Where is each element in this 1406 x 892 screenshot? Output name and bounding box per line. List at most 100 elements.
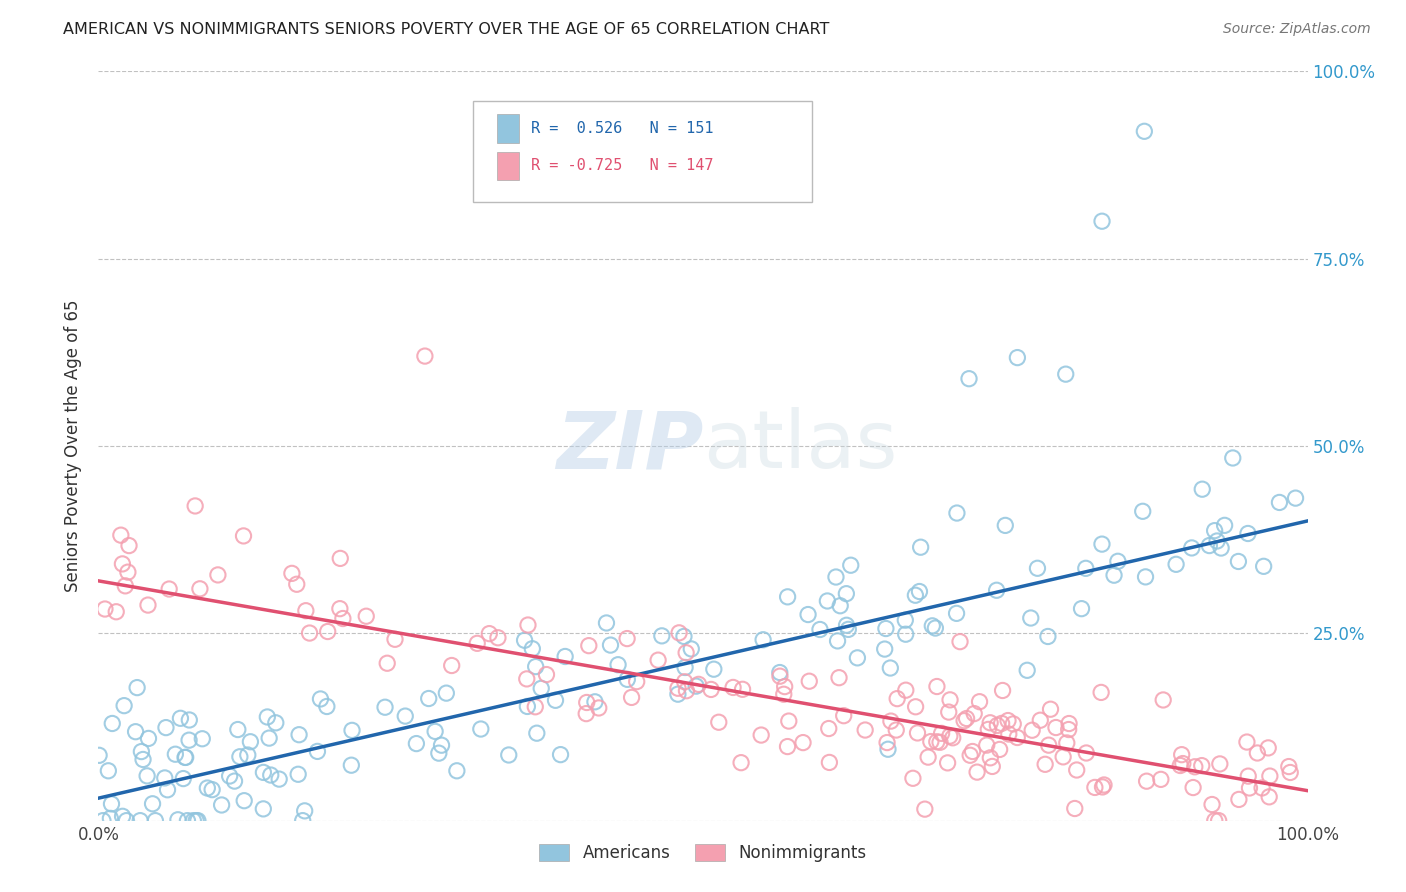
- Point: [554, 649, 576, 664]
- Point: [772, 687, 794, 701]
- Point: [1236, 735, 1258, 749]
- Point: [288, 728, 311, 742]
- Point: [1278, 759, 1301, 773]
- Point: [877, 742, 900, 756]
- Point: [981, 759, 1004, 773]
- Point: [886, 691, 908, 706]
- Point: [1132, 504, 1154, 518]
- Point: [839, 558, 862, 573]
- Point: [773, 680, 796, 694]
- Point: [808, 623, 831, 637]
- Point: [997, 727, 1019, 741]
- Point: [675, 646, 697, 660]
- Point: [966, 765, 988, 780]
- Point: [830, 599, 852, 613]
- Point: [524, 659, 547, 673]
- Point: [818, 756, 841, 770]
- Point: [907, 726, 929, 740]
- Point: [588, 701, 610, 715]
- Point: [118, 539, 141, 553]
- Point: [94, 602, 117, 616]
- Point: [1209, 756, 1232, 771]
- Point: [374, 700, 396, 714]
- Point: [1074, 561, 1097, 575]
- Point: [957, 372, 980, 386]
- Point: [136, 769, 159, 783]
- Point: [110, 528, 132, 542]
- Point: [675, 683, 697, 698]
- Point: [894, 683, 917, 698]
- Point: [778, 714, 800, 728]
- Point: [329, 601, 352, 615]
- Point: [1002, 717, 1025, 731]
- Point: [478, 626, 501, 640]
- Text: R = -0.725   N = 147: R = -0.725 N = 147: [531, 158, 714, 173]
- Point: [183, 814, 205, 828]
- Point: [233, 794, 256, 808]
- Point: [1251, 780, 1274, 795]
- Point: [721, 681, 744, 695]
- Point: [1204, 814, 1226, 828]
- Point: [901, 772, 924, 786]
- Point: [298, 626, 321, 640]
- Point: [797, 607, 820, 622]
- Point: [914, 802, 936, 816]
- Point: [145, 814, 167, 828]
- Point: [207, 568, 229, 582]
- Point: [1133, 124, 1156, 138]
- Point: [908, 584, 931, 599]
- Point: [925, 735, 948, 749]
- Point: [1191, 758, 1213, 772]
- Point: [129, 814, 152, 828]
- Point: [153, 771, 176, 785]
- Point: [100, 797, 122, 811]
- Point: [165, 747, 187, 762]
- Point: [599, 638, 621, 652]
- Point: [835, 618, 858, 632]
- Point: [1168, 758, 1191, 772]
- Point: [522, 641, 544, 656]
- Point: [188, 582, 211, 596]
- Point: [1204, 524, 1226, 538]
- Point: [626, 674, 648, 689]
- Point: [184, 499, 207, 513]
- Point: [876, 735, 898, 749]
- Point: [1057, 723, 1080, 737]
- Point: [939, 693, 962, 707]
- Point: [232, 529, 254, 543]
- Point: [470, 722, 492, 736]
- Point: [1038, 738, 1060, 752]
- Point: [1253, 559, 1275, 574]
- Text: AMERICAN VS NONIMMIGRANTS SENIORS POVERTY OVER THE AGE OF 65 CORRELATION CHART: AMERICAN VS NONIMMIGRANTS SENIORS POVERT…: [63, 22, 830, 37]
- Point: [894, 613, 917, 627]
- Point: [309, 692, 332, 706]
- Point: [991, 683, 1014, 698]
- Point: [672, 629, 695, 643]
- Point: [894, 627, 917, 641]
- Point: [252, 802, 274, 816]
- Point: [853, 723, 876, 737]
- Point: [141, 797, 163, 811]
- Point: [100, 811, 122, 825]
- Point: [1052, 749, 1074, 764]
- Point: [1091, 214, 1114, 228]
- Point: [620, 690, 643, 705]
- Point: [413, 349, 436, 363]
- Bar: [498, 152, 519, 180]
- Point: [434, 686, 457, 700]
- Point: [1201, 797, 1223, 812]
- Point: [544, 693, 567, 707]
- Point: [959, 748, 981, 763]
- Point: [792, 736, 814, 750]
- Point: [256, 710, 278, 724]
- Point: [257, 731, 280, 745]
- Point: [1258, 769, 1281, 783]
- Point: [931, 726, 953, 740]
- Point: [963, 706, 986, 721]
- Point: [979, 715, 1001, 730]
- Point: [920, 734, 942, 748]
- Point: [575, 706, 598, 721]
- Point: [236, 747, 259, 762]
- Point: [1039, 702, 1062, 716]
- Point: [873, 642, 896, 657]
